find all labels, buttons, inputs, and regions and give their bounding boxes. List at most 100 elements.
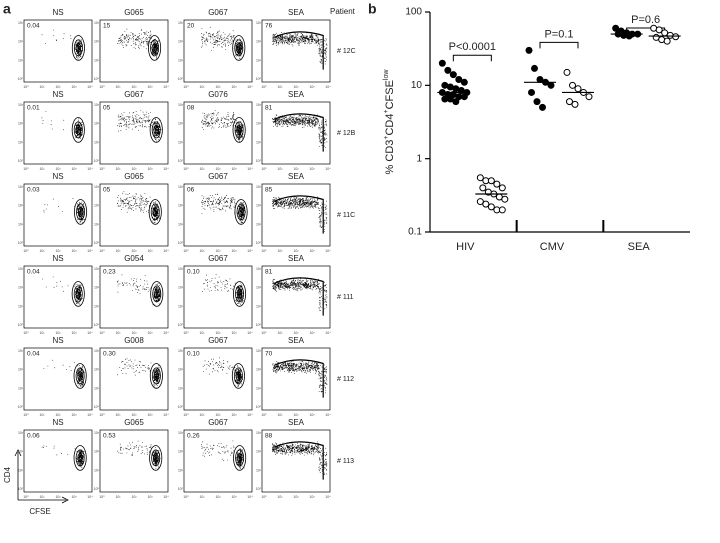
percent-label: 0.10 xyxy=(187,269,200,276)
tick-label: 10² xyxy=(178,122,184,126)
density-contour xyxy=(233,445,247,471)
tick-label: 10⁰ xyxy=(94,77,100,81)
tick-label: 10³ xyxy=(71,167,77,171)
tick-label: 10⁰ xyxy=(178,487,184,491)
tick-label: 10² xyxy=(293,413,299,417)
tick-label: 10¹ xyxy=(18,58,24,62)
tick-label: 10¹ xyxy=(39,167,45,171)
stimulus-label: SEA xyxy=(288,172,305,181)
tick-label: 10² xyxy=(215,413,221,417)
tick-label: 10² xyxy=(215,495,221,499)
y-axis-title-part: + xyxy=(383,136,390,140)
tick-label: 10⁰ xyxy=(94,405,100,409)
event-dots xyxy=(201,110,244,142)
density-contour xyxy=(233,281,247,307)
density-contour xyxy=(273,113,324,152)
tick-label: 10⁰ xyxy=(183,85,189,89)
tick-label: 10¹ xyxy=(178,386,184,390)
tick-label: 10² xyxy=(55,331,61,335)
tick-label: 10³ xyxy=(18,21,24,25)
density-contour xyxy=(151,121,161,139)
density-contour xyxy=(76,203,86,221)
percent-label: 06 xyxy=(187,187,195,194)
data-point xyxy=(531,64,538,72)
tick-label: 10³ xyxy=(94,431,100,435)
tick-label: 10³ xyxy=(18,349,24,353)
tick-label: 10⁰ xyxy=(94,487,100,491)
tick-label: 10³ xyxy=(256,21,262,25)
tick-label: 10³ xyxy=(231,413,237,417)
density-contour xyxy=(150,281,164,307)
data-point xyxy=(585,93,593,101)
stimulus-label: NS xyxy=(52,8,63,17)
tick-label: 10¹ xyxy=(256,140,262,144)
tick-label: 10² xyxy=(18,122,24,126)
percent-label: 0.23 xyxy=(103,269,116,276)
tick-label: 10⁴ xyxy=(87,331,93,335)
percent-label: 0.03 xyxy=(27,187,40,194)
percent-label: 81 xyxy=(265,105,273,112)
tick-label: 10⁰ xyxy=(23,413,29,417)
percent-label: 81 xyxy=(265,269,273,276)
tick-label: 10² xyxy=(55,413,61,417)
density-contour xyxy=(236,203,246,221)
tick-label: 10⁰ xyxy=(178,405,184,409)
data-point xyxy=(566,98,573,106)
percent-label: 0.26 xyxy=(187,433,200,440)
percent-label: 70 xyxy=(265,351,273,358)
tick-label: 10¹ xyxy=(94,222,100,226)
y-axis-label: CD4 xyxy=(3,466,12,483)
stimulus-label: G067 xyxy=(208,8,228,17)
tick-label: 10³ xyxy=(256,349,262,353)
data-point xyxy=(438,59,446,67)
tick-label: 10¹ xyxy=(277,85,283,89)
percent-label: 0.04 xyxy=(27,269,40,276)
tick-label: 10⁴ xyxy=(163,331,169,335)
tick-label: 10¹ xyxy=(18,304,24,308)
stimulus-label: G065 xyxy=(124,8,144,17)
tick-label: 10¹ xyxy=(178,222,184,226)
tick-label: 10¹ xyxy=(199,167,205,171)
tick-label: 10⁰ xyxy=(18,77,24,81)
stimulus-label: SEA xyxy=(288,8,305,17)
tick-label: 10¹ xyxy=(39,495,45,499)
tick-label: 10³ xyxy=(71,495,77,499)
tick-label: 10⁰ xyxy=(23,495,29,499)
patient-header: Patient xyxy=(330,7,356,16)
tick-label: 10⁰ xyxy=(256,159,262,163)
data-point xyxy=(525,46,533,54)
tick-label: 10³ xyxy=(178,349,184,353)
tick-label: 10² xyxy=(215,167,221,171)
tick-label: 10¹ xyxy=(115,413,121,417)
density-contour xyxy=(232,117,246,143)
tick-label: 10³ xyxy=(71,85,77,89)
data-point xyxy=(493,180,501,188)
tick-label: 10¹ xyxy=(277,495,283,499)
density-contour xyxy=(73,363,87,389)
density-contour xyxy=(75,449,85,467)
tick-label: 10¹ xyxy=(18,386,24,390)
tick-label: 10¹ xyxy=(178,468,184,472)
tick-label: 10⁰ xyxy=(256,77,262,81)
tick-label: 10³ xyxy=(147,413,153,417)
flow-plot-frame xyxy=(261,429,331,493)
y-tick-label: 100 xyxy=(405,7,422,18)
tick-label: 10³ xyxy=(94,21,100,25)
tick-label: 10⁴ xyxy=(87,249,93,253)
tick-label: 10⁰ xyxy=(18,159,24,163)
tick-label: 10² xyxy=(131,331,137,335)
density-contour xyxy=(235,285,245,303)
percent-label: 0.10 xyxy=(187,351,200,358)
tick-label: 10² xyxy=(178,286,184,290)
tick-label: 10⁰ xyxy=(261,249,267,253)
density-contour xyxy=(231,363,245,389)
tick-label: 10¹ xyxy=(277,331,283,335)
stimulus-label: G067 xyxy=(208,172,228,181)
event-dots xyxy=(272,278,328,311)
data-point xyxy=(444,66,452,74)
data-point xyxy=(533,98,541,106)
percent-label: 0.53 xyxy=(103,433,116,440)
y-tick-label: 10 xyxy=(411,80,423,91)
stimulus-label: G065 xyxy=(124,418,144,427)
data-point xyxy=(672,33,680,41)
